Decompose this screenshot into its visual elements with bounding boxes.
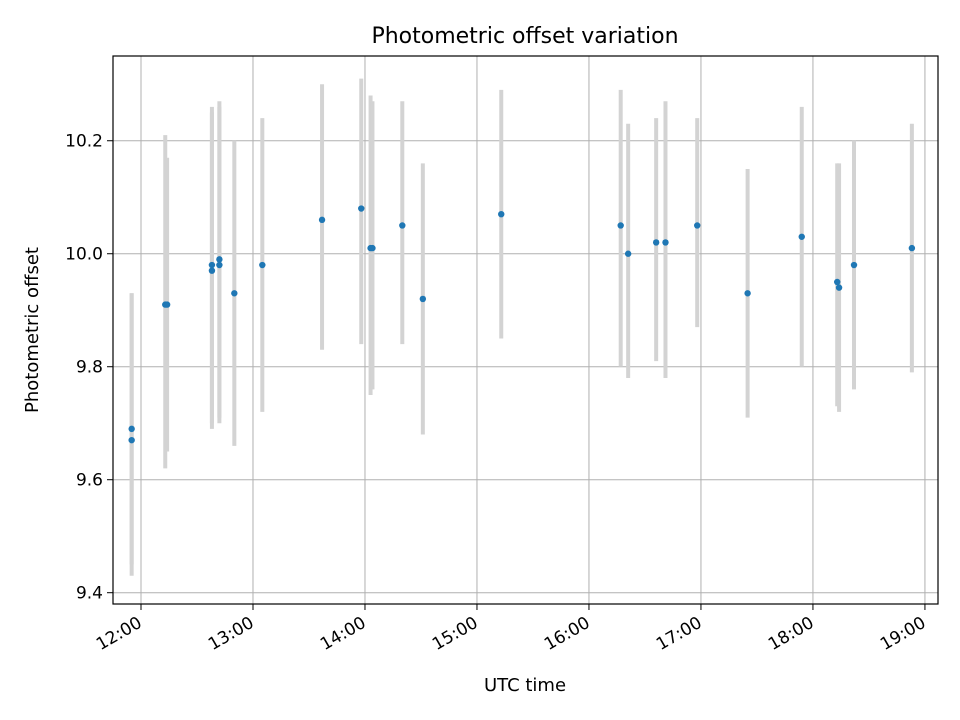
data-point: [662, 239, 669, 246]
data-point: [216, 261, 223, 269]
data-point: [231, 290, 238, 297]
data-point: [617, 222, 624, 229]
plot-frame: [112, 55, 939, 605]
data-point: [498, 210, 505, 218]
chart-title: Photometric offset variation: [371, 24, 678, 49]
data-point: [163, 301, 171, 308]
y-axis-label: Photometric offset: [22, 247, 43, 413]
data-point: [744, 290, 751, 297]
y-tick-label: 9.4: [76, 584, 103, 604]
data-point: [358, 205, 365, 212]
data-point: [128, 436, 135, 444]
data-point: [798, 233, 805, 240]
data-point: [652, 239, 660, 246]
data-point: [419, 295, 427, 303]
data-point: [850, 261, 858, 269]
y-axis-ticks: 9.4 9.6 9.8 10.0 10.2: [65, 132, 113, 604]
data-point: [208, 261, 216, 269]
y-tick-label: 10.0: [65, 245, 103, 265]
data-point: [369, 244, 376, 252]
data-point: [908, 244, 916, 252]
y-tick-label: 9.6: [76, 471, 103, 491]
data-point: [399, 222, 406, 229]
x-axis-label: UTC time: [484, 675, 566, 696]
y-tick-label: 10.2: [65, 132, 103, 152]
data-point: [694, 222, 701, 229]
data-point: [216, 256, 223, 263]
data-point: [835, 284, 843, 291]
y-tick-label: 9.8: [76, 358, 103, 378]
data-points: [128, 205, 916, 444]
data-point: [208, 267, 216, 274]
data-point: [128, 425, 135, 433]
data-point: [624, 250, 632, 257]
data-point: [259, 261, 266, 269]
data-point: [834, 278, 841, 286]
data-point: [318, 216, 326, 224]
